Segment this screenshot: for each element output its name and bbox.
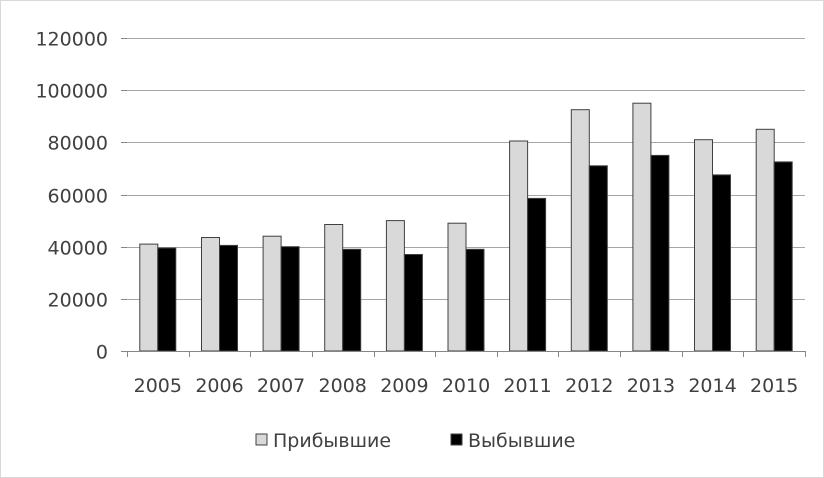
bar-departed <box>219 244 238 352</box>
bar-departed <box>773 161 793 352</box>
x-tick-label: 2011 <box>503 375 551 397</box>
bar-departed <box>280 246 300 352</box>
x-tick-label: 2013 <box>627 375 675 397</box>
x-tick-label: 2007 <box>257 375 305 397</box>
bar-arrived <box>201 237 220 352</box>
axes <box>121 38 806 357</box>
x-tick-label: 2009 <box>380 375 428 397</box>
bar-departed <box>650 154 670 352</box>
bar-arrived <box>509 140 529 352</box>
legend: Прибывшие Выбывшие <box>255 430 575 452</box>
bar-departed <box>527 197 547 352</box>
bar-arrived <box>324 224 344 352</box>
bar-departed <box>342 248 362 352</box>
y-tick-label: 20000 <box>48 290 108 312</box>
y-tick-labels: 0 20000 40000 60000 80000 100000 120000 <box>35 29 108 364</box>
bar-arrived <box>570 109 590 352</box>
bar-arrived <box>385 220 405 352</box>
y-tick-label: 0 <box>96 342 108 364</box>
bar-departed <box>465 248 485 352</box>
bar-arrived <box>632 102 652 352</box>
x-tick-label: 2015 <box>750 375 798 397</box>
bars <box>139 102 793 352</box>
bar-arrived <box>447 222 467 352</box>
bar-arrived <box>262 235 282 352</box>
bar-arrived <box>755 128 775 352</box>
x-tick-label: 2008 <box>319 375 367 397</box>
y-tick-label: 60000 <box>48 186 108 208</box>
y-tick-label: 100000 <box>35 81 108 103</box>
legend-swatch-departed <box>450 433 463 446</box>
legend-label-arrived: Прибывшие <box>273 430 391 452</box>
y-tick-label: 40000 <box>48 238 108 260</box>
legend-label-departed: Выбывшие <box>468 430 575 452</box>
x-tick-label: 2014 <box>688 375 736 397</box>
x-tick-label: 2005 <box>134 375 182 397</box>
bar-departed <box>712 174 731 352</box>
bar-arrived <box>694 139 713 352</box>
bar-arrived <box>139 243 159 352</box>
legend-swatch-arrived <box>255 433 268 446</box>
bar-departed <box>403 254 423 352</box>
x-tick-label: 2010 <box>442 375 490 397</box>
y-tick-label: 120000 <box>35 29 108 51</box>
x-tick-label: 2006 <box>195 375 243 397</box>
y-tick-label: 80000 <box>48 133 108 155</box>
gridlines <box>127 38 805 300</box>
bar-departed <box>588 165 608 352</box>
bar-departed <box>157 247 177 352</box>
x-tick-labels: 2005 2006 2007 2008 2009 2010 2011 2012 2013 2014… <box>134 375 799 397</box>
x-tick-label: 2012 <box>565 375 613 397</box>
